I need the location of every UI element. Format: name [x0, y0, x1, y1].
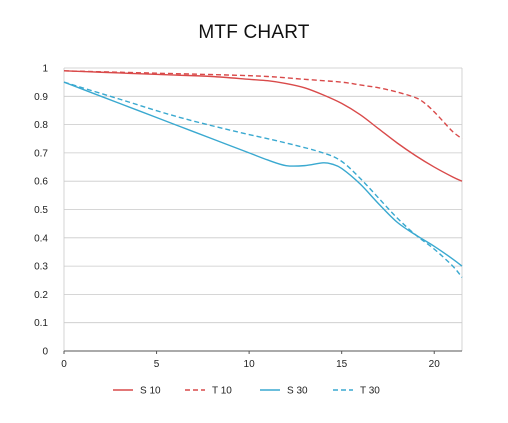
y-tick-label: 0.4: [34, 233, 48, 244]
legend-label-t-10: T 10: [212, 386, 232, 397]
y-tick-label: 0.2: [34, 290, 48, 301]
y-tick-label: 1: [42, 64, 48, 75]
series-line-s-30: [63, 81, 463, 267]
y-tick-label: 0.3: [34, 262, 48, 273]
y-tick-label: 0.1: [34, 318, 48, 329]
y-tick-label: 0: [42, 347, 48, 358]
chart-title: MTF CHART: [198, 22, 310, 43]
y-tick-label: 0.6: [34, 177, 48, 188]
y-tick-label: 0.7: [34, 148, 48, 159]
y-tick-label: 0.9: [34, 92, 48, 103]
x-tick-label: 0: [61, 359, 67, 370]
y-tick-label: 0.5: [34, 205, 48, 216]
series-layer: [63, 70, 463, 278]
legend: S 10 T 10 S 30 T 30: [113, 386, 380, 397]
series-line-t-30: [63, 81, 463, 278]
x-tick-label: 5: [154, 359, 160, 370]
series-line-s-10: [63, 70, 463, 182]
legend-label-t-30: T 30: [360, 386, 380, 397]
x-tick-label: 15: [336, 359, 348, 370]
x-tick-label: 10: [244, 359, 256, 370]
legend-label-s-30: S 30: [287, 386, 308, 397]
y-tick-label: 0.8: [34, 120, 48, 131]
axis-layer: 00.10.20.30.40.50.60.70.80.910 5 10 15 20: [34, 64, 462, 370]
series-line-t-10: [63, 70, 463, 140]
legend-label-s-10: S 10: [140, 386, 161, 397]
x-tick-label: 20: [429, 359, 441, 370]
grid-layer: [63, 67, 463, 352]
